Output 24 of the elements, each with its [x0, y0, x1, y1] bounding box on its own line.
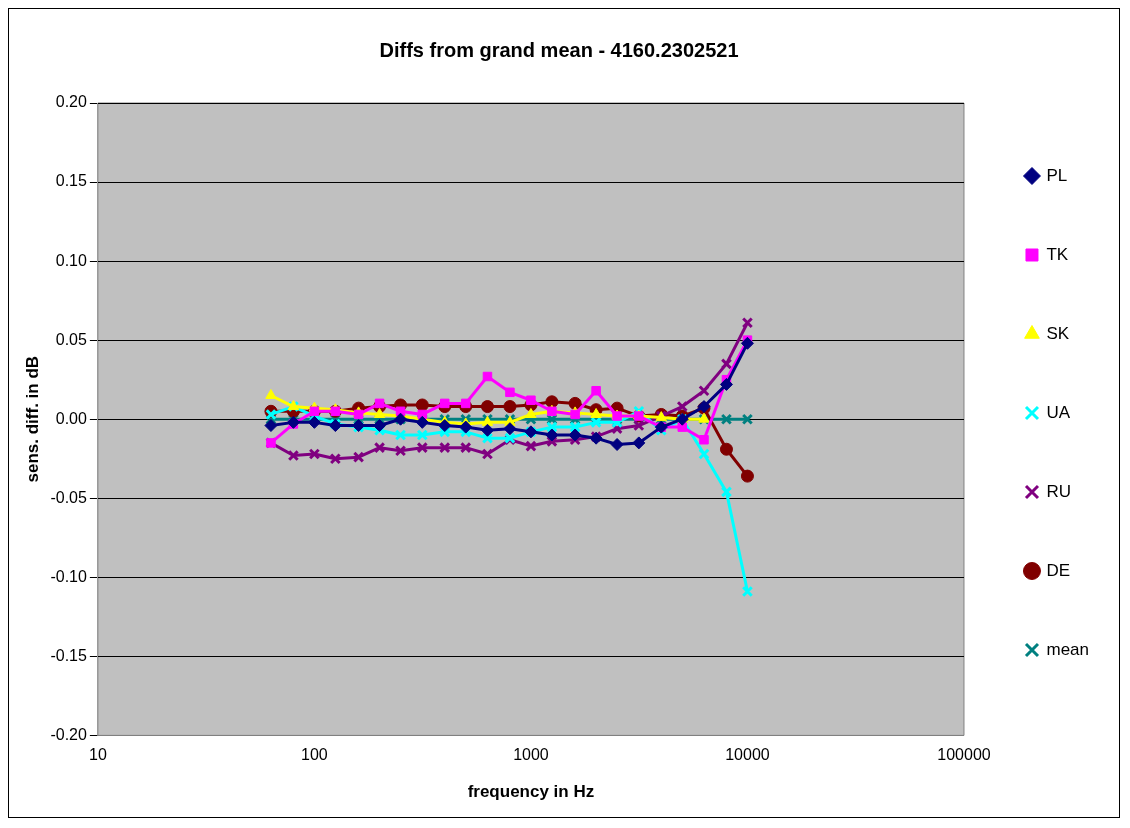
- y-tick-label: 0.15: [55, 172, 87, 190]
- y-tick-label: -0.10: [50, 567, 87, 585]
- y-tick-label: -0.05: [50, 488, 87, 506]
- legend-label: UA: [1046, 402, 1071, 422]
- chart-title: Diffs from grand mean - 4160.2302521: [379, 38, 739, 61]
- x-tick-label: 10: [88, 746, 107, 764]
- legend-label: SK: [1046, 323, 1070, 343]
- y-tick-label: 0.00: [55, 409, 87, 427]
- y-axis-title: sens. diff. in dB: [22, 355, 42, 483]
- legend-label: PL: [1046, 165, 1068, 185]
- x-tick-label: 1000: [513, 746, 549, 764]
- x-tick-label: 100000: [937, 746, 991, 764]
- legend-label: DE: [1046, 560, 1071, 580]
- legend-label: RU: [1046, 481, 1072, 501]
- x-tick-label: 10000: [725, 746, 770, 764]
- y-tick-label: 0.10: [55, 251, 87, 269]
- legend-label: mean: [1046, 639, 1090, 659]
- x-axis-title: frequency in Hz: [467, 782, 595, 802]
- y-tick-label: 0.20: [55, 93, 87, 111]
- y-tick-label: -0.20: [50, 725, 87, 743]
- x-tick-label: 100: [301, 746, 328, 764]
- legend-label: TK: [1046, 244, 1069, 264]
- y-tick-label: -0.15: [50, 646, 87, 664]
- y-tick-label: 0.05: [55, 330, 87, 348]
